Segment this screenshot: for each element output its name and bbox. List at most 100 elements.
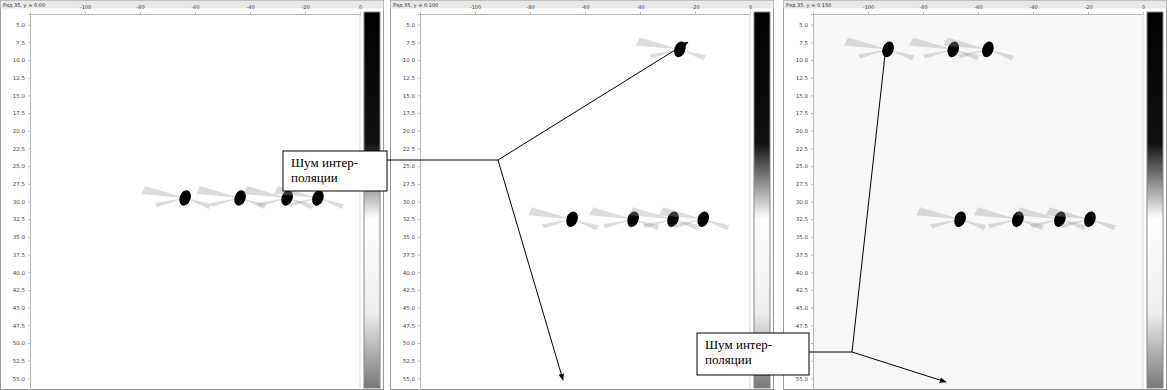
y-tick: 37.5	[796, 252, 813, 258]
y-tick: 40.0	[403, 270, 420, 276]
y-tick-label: 37.5	[403, 252, 416, 258]
y-tick-label: 22.5	[796, 146, 809, 152]
y-tick: 47.5	[13, 323, 30, 329]
x-tick-mark	[1033, 12, 1034, 14]
color-bar	[754, 12, 770, 388]
plot-area	[528, 37, 729, 230]
x-tick-label: -20	[1084, 4, 1092, 10]
x-tick: -80	[136, 4, 144, 14]
y-tick-mark	[811, 113, 813, 114]
y-tick: 12.5	[403, 75, 420, 81]
x-tick: -100	[470, 4, 481, 14]
x-axis: -100-80-60-40-200	[31, 4, 363, 15]
y-tick-mark	[418, 308, 420, 309]
x-tick-mark	[305, 12, 306, 14]
y-tick-label: 55.0	[13, 376, 26, 382]
blob-tail	[659, 207, 729, 230]
y-tick-mark	[418, 148, 420, 149]
y-tick-mark	[28, 25, 30, 26]
y-tick: 10.0	[796, 57, 813, 63]
x-axis-line	[31, 12, 361, 15]
y-tick-label: 15.0	[796, 93, 809, 99]
y-axis-line	[811, 15, 814, 390]
y-tick-label: 35.0	[403, 234, 416, 240]
x-tick-mark	[530, 12, 531, 14]
y-tick: 47.5	[403, 323, 420, 329]
y-tick-mark	[811, 95, 813, 96]
x-tick-mark	[475, 12, 476, 14]
y-tick-label: 27.5	[403, 181, 416, 187]
y-tick-mark	[418, 325, 420, 326]
blob	[880, 40, 896, 59]
panel: Ряд 35, y = 0.1005.07.510.012.515.017.52…	[391, 1, 774, 390]
y-tick-label: 47.5	[796, 323, 809, 329]
blob-tail	[844, 37, 914, 60]
y-tick: 32.5	[403, 216, 420, 222]
y-tick-label: 32.5	[13, 216, 26, 222]
y-tick-mark	[418, 361, 420, 362]
y-tick: 55.0	[13, 376, 30, 382]
y-tick-mark	[811, 166, 813, 167]
x-axis: -100-80-60-40-200	[814, 4, 1146, 15]
y-tick: 35.0	[403, 234, 420, 240]
annotation-text: поляции	[705, 352, 752, 367]
blob-tail	[1046, 207, 1116, 230]
y-tick-label: 22.5	[13, 146, 26, 152]
y-tick: 45.0	[13, 305, 30, 311]
y-tick-label: 32.5	[403, 216, 416, 222]
x-tick-label: -20	[691, 4, 699, 10]
y-tick-mark	[418, 290, 420, 291]
y-tick-label: 35.0	[796, 234, 809, 240]
x-tick-mark	[978, 12, 979, 14]
figure: Ряд 35, y = 0.005.07.510.012.515.017.520…	[0, 0, 1168, 390]
x-tick: -80	[526, 4, 534, 14]
y-tick-mark	[418, 25, 420, 26]
y-tick-label: 5.0	[799, 22, 808, 28]
y-tick-label: 5.0	[16, 22, 25, 28]
y-tick-label: 52.5	[13, 358, 26, 364]
y-tick-label: 17.5	[403, 110, 416, 116]
y-tick-label: 37.5	[13, 252, 26, 258]
y-tick: 40.0	[796, 270, 813, 276]
y-axis: 5.07.510.012.515.017.520.022.525.027.530…	[403, 15, 421, 390]
blob-tail	[636, 37, 706, 60]
x-tick-label: -40	[1029, 4, 1037, 10]
y-tick-label: 52.5	[403, 358, 416, 364]
y-tick: 17.5	[13, 110, 30, 116]
y-tick-mark	[28, 113, 30, 114]
panel: Ряд 35, y = 0.1505.07.510.012.515.017.52…	[784, 1, 1167, 390]
x-tick: -100	[863, 4, 874, 14]
y-tick-label: 20.0	[13, 128, 26, 134]
y-tick-label: 37.5	[796, 252, 809, 258]
y-tick-mark	[28, 42, 30, 43]
y-tick-label: 35.0	[13, 234, 26, 240]
annotation-text: Шум интер-	[705, 337, 772, 352]
x-tick: -80	[919, 4, 927, 14]
y-tick-label: 12.5	[796, 75, 809, 81]
y-tick-mark	[28, 95, 30, 96]
y-tick-label: 20.0	[796, 128, 809, 134]
y-tick-mark	[418, 60, 420, 61]
y-tick: 27.5	[13, 181, 30, 187]
x-tick-mark	[868, 12, 869, 14]
y-tick: 7.5	[16, 40, 30, 46]
x-tick: 0	[749, 4, 752, 14]
y-tick: 20.0	[403, 128, 420, 134]
x-tick-mark	[250, 12, 251, 14]
blob-tail	[944, 37, 1014, 60]
blob	[1082, 210, 1098, 229]
x-tick: -20	[691, 4, 699, 14]
x-tick-mark	[695, 12, 696, 14]
y-tick-label: 50.0	[403, 340, 416, 346]
panel-frame	[784, 1, 1167, 390]
x-tick-label: -100	[80, 4, 91, 10]
blob	[672, 40, 688, 59]
y-tick-mark	[811, 60, 813, 61]
y-tick-label: 22.5	[403, 146, 416, 152]
y-tick-label: 42.5	[13, 287, 26, 293]
y-tick-mark	[418, 166, 420, 167]
y-tick-mark	[28, 325, 30, 326]
y-tick-label: 17.5	[13, 110, 26, 116]
x-tick-label: -40	[246, 4, 254, 10]
y-tick-mark	[811, 184, 813, 185]
